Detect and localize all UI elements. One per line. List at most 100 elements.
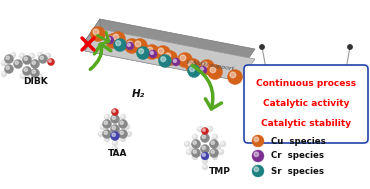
Circle shape: [120, 121, 124, 124]
Circle shape: [178, 53, 192, 67]
Circle shape: [21, 74, 23, 76]
Circle shape: [198, 127, 200, 129]
Circle shape: [112, 111, 118, 117]
Circle shape: [126, 42, 134, 50]
Text: Cu  species: Cu species: [271, 136, 326, 146]
Circle shape: [212, 134, 218, 140]
Circle shape: [118, 129, 128, 139]
Circle shape: [124, 124, 130, 130]
Circle shape: [155, 46, 171, 60]
Circle shape: [100, 124, 106, 130]
Text: TAA: TAA: [108, 149, 128, 157]
Circle shape: [102, 119, 111, 129]
Circle shape: [193, 135, 195, 137]
Circle shape: [145, 44, 159, 60]
Circle shape: [114, 39, 127, 51]
Circle shape: [162, 50, 178, 66]
Circle shape: [202, 153, 205, 156]
Text: TMP: TMP: [209, 167, 231, 176]
Circle shape: [15, 61, 18, 64]
Circle shape: [188, 61, 194, 67]
Circle shape: [192, 134, 198, 140]
Circle shape: [202, 62, 208, 68]
Circle shape: [190, 67, 195, 72]
Circle shape: [213, 135, 215, 137]
Circle shape: [174, 59, 176, 62]
Circle shape: [219, 150, 221, 152]
Circle shape: [111, 32, 125, 46]
Circle shape: [10, 52, 16, 58]
Circle shape: [112, 133, 115, 136]
Circle shape: [1, 60, 7, 66]
Circle shape: [104, 121, 107, 124]
Circle shape: [111, 115, 120, 123]
Circle shape: [125, 125, 127, 127]
Circle shape: [185, 59, 201, 74]
Circle shape: [252, 165, 264, 177]
Circle shape: [193, 141, 196, 144]
Circle shape: [30, 54, 32, 56]
Circle shape: [4, 64, 13, 74]
Circle shape: [220, 141, 226, 147]
Circle shape: [6, 66, 10, 69]
Circle shape: [38, 53, 40, 55]
Circle shape: [113, 110, 115, 112]
FancyBboxPatch shape: [244, 65, 368, 143]
Circle shape: [202, 131, 208, 137]
Circle shape: [28, 75, 34, 81]
Circle shape: [113, 34, 119, 40]
Circle shape: [121, 115, 123, 117]
Circle shape: [184, 141, 190, 147]
Circle shape: [203, 129, 205, 131]
Circle shape: [107, 37, 110, 40]
Circle shape: [199, 60, 215, 74]
Circle shape: [24, 68, 27, 71]
Circle shape: [4, 54, 13, 64]
Circle shape: [211, 150, 215, 153]
Circle shape: [2, 61, 4, 63]
Circle shape: [23, 56, 31, 64]
Circle shape: [180, 55, 186, 61]
Circle shape: [99, 132, 101, 134]
Circle shape: [158, 54, 172, 67]
Circle shape: [221, 142, 223, 144]
Circle shape: [116, 41, 121, 46]
Circle shape: [13, 60, 23, 68]
Circle shape: [260, 45, 264, 49]
Circle shape: [348, 45, 352, 49]
Circle shape: [209, 139, 219, 149]
Circle shape: [23, 67, 31, 75]
Circle shape: [120, 114, 126, 120]
Circle shape: [112, 126, 115, 129]
Circle shape: [32, 70, 36, 74]
Circle shape: [172, 58, 180, 66]
FancyArrowPatch shape: [90, 44, 111, 69]
Circle shape: [202, 164, 208, 170]
Circle shape: [192, 154, 198, 160]
Circle shape: [6, 56, 10, 60]
Circle shape: [1, 71, 7, 77]
Circle shape: [202, 128, 209, 135]
Circle shape: [127, 43, 130, 46]
Circle shape: [38, 75, 40, 77]
Circle shape: [126, 131, 132, 137]
Circle shape: [106, 36, 114, 44]
Text: DIBK: DIBK: [23, 77, 47, 85]
FancyArrowPatch shape: [192, 65, 222, 109]
Circle shape: [30, 60, 40, 68]
Circle shape: [32, 61, 36, 64]
Circle shape: [210, 67, 216, 73]
FancyArrowPatch shape: [97, 32, 109, 44]
Circle shape: [135, 41, 141, 47]
Circle shape: [20, 73, 26, 79]
Circle shape: [137, 46, 149, 60]
Polygon shape: [85, 41, 240, 81]
Text: Cr  species: Cr species: [271, 152, 324, 160]
Circle shape: [202, 158, 208, 164]
Circle shape: [189, 144, 195, 150]
Circle shape: [47, 59, 54, 66]
Circle shape: [30, 68, 40, 77]
Circle shape: [45, 53, 51, 59]
Text: H₂: H₂: [131, 89, 145, 99]
Circle shape: [111, 108, 118, 115]
